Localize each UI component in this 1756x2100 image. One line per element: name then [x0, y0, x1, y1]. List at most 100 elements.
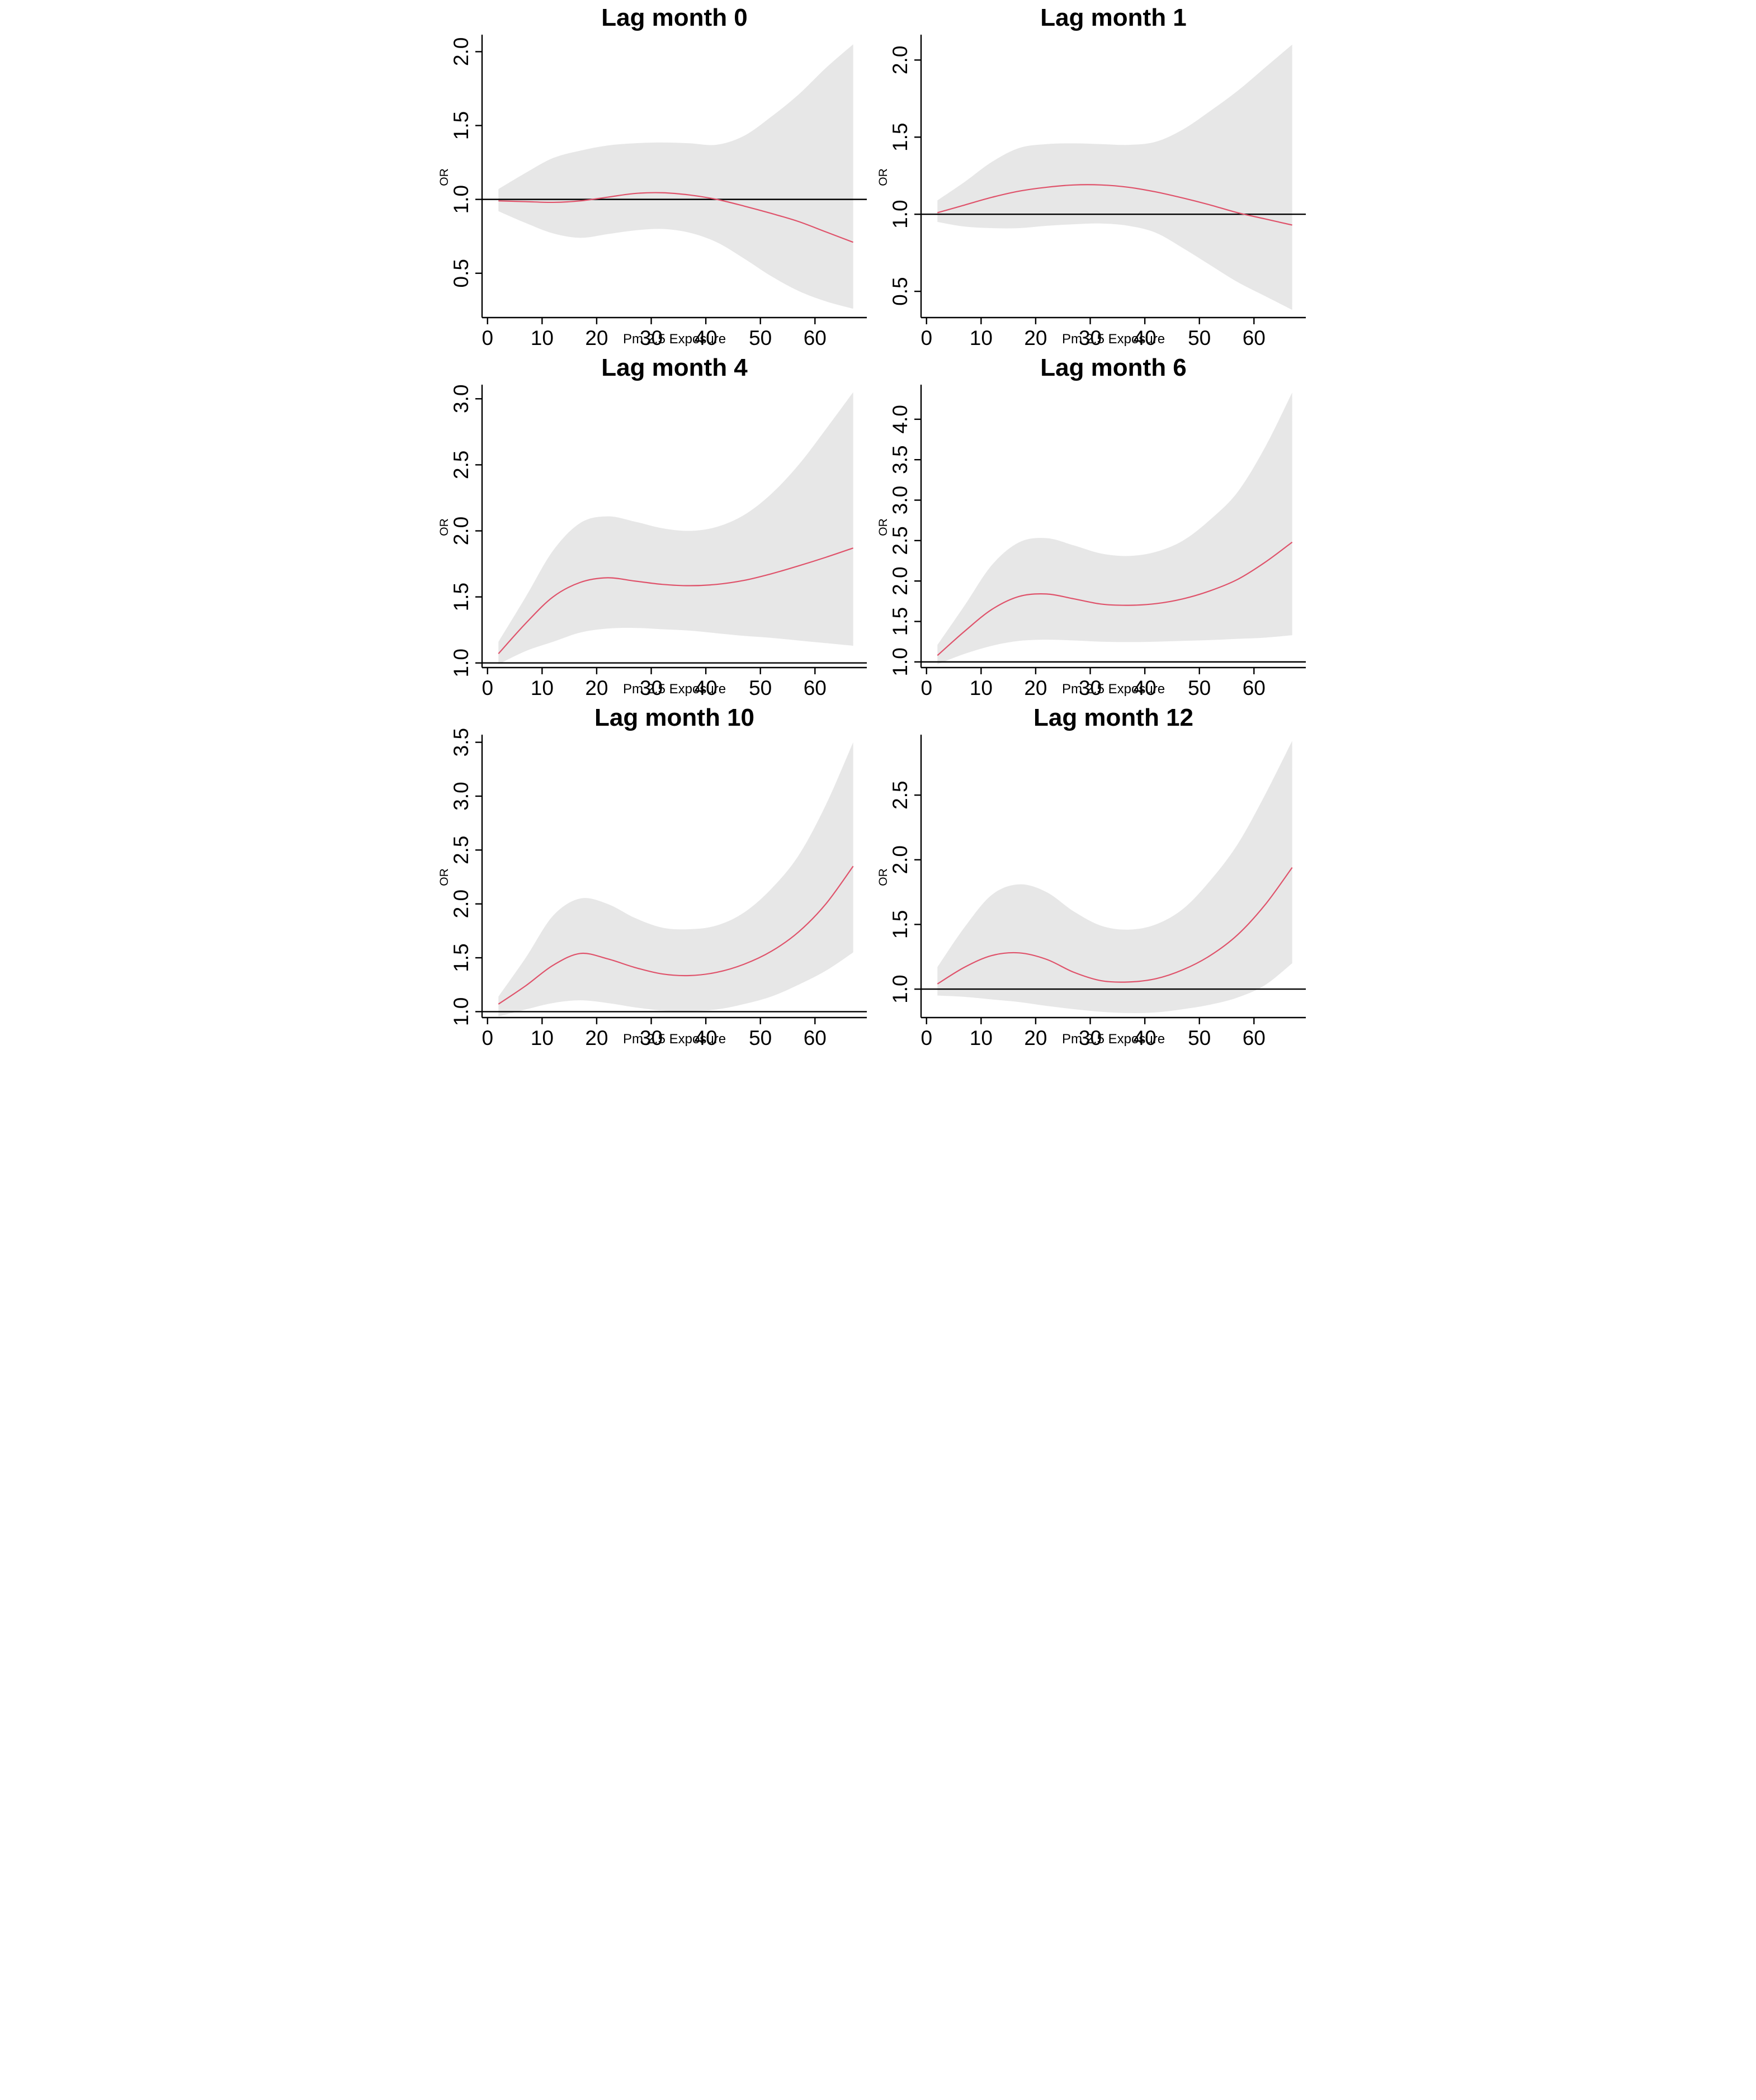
- panel-title: Lag month 12: [1033, 704, 1193, 731]
- y-axis-label: OR: [878, 868, 890, 886]
- x-tick-label: 40: [1134, 677, 1156, 699]
- x-tick-label: 30: [1079, 677, 1102, 699]
- x-tick-label: 20: [585, 327, 608, 349]
- panel-title: Lag month 6: [1040, 354, 1187, 381]
- x-tick-label: 20: [585, 1027, 608, 1049]
- x-tick-label: 10: [970, 677, 993, 699]
- x-tick-label: 0: [482, 1027, 493, 1049]
- x-tick-label: 60: [1243, 1027, 1266, 1049]
- x-tick-label: 20: [1024, 677, 1047, 699]
- y-tick-label: 1.0: [889, 975, 912, 1003]
- figure-grid: 0 10 20 30 40 50 60 0.5 1.0 1.5 2.0 Lag month 0 Pm 2…: [438, 0, 1317, 1050]
- confidence-band: [498, 44, 853, 309]
- x-tick-label: 50: [1188, 677, 1211, 699]
- y-tick-label: 2.0: [889, 566, 912, 595]
- fit-line: [498, 547, 853, 654]
- confidence-band: [498, 742, 853, 1017]
- y-axis-label: OR: [878, 518, 890, 536]
- chart-lag-month-10: 0 10 20 30 40 50 60 1.0 1.5 2.0 2.5 3.0 3.5 Lag month…: [438, 704, 867, 1049]
- x-tick-label: 40: [1134, 1027, 1156, 1049]
- y-tick-label: 2.5: [450, 451, 473, 479]
- panel-lag-month-12: 0 10 20 30 40 50 60 1.0 1.5 2.0 2.5 Lag month 12 Pm …: [877, 700, 1317, 1050]
- x-tick-label: 30: [640, 677, 663, 699]
- chart-lag-month-6: 0 10 20 30 40 50 60 1.0 1.5 2.0 2.5 3.0 3.5 4.0 Lag mo…: [877, 354, 1306, 699]
- y-tick-label: 1.5: [450, 583, 473, 611]
- y-tick-label: 2.0: [450, 37, 473, 66]
- y-tick-label: 0.5: [450, 259, 473, 287]
- y-tick-label: 2.0: [450, 890, 473, 918]
- y-tick-label: 1.5: [450, 111, 473, 140]
- x-tick-label: 10: [531, 327, 554, 349]
- y-tick-label: 2.5: [450, 836, 473, 864]
- x-tick-label: 40: [695, 677, 717, 699]
- x-tick-label: 60: [804, 677, 827, 699]
- x-tick-label: 0: [482, 327, 493, 349]
- confidence-band: [937, 44, 1292, 310]
- y-tick-label: 1.5: [450, 943, 473, 972]
- x-tick-label: 10: [970, 1027, 993, 1049]
- confidence-band: [498, 392, 853, 665]
- x-axis-label: Pm 2.5 Exposure: [1062, 682, 1165, 697]
- x-tick-label: 40: [695, 1027, 717, 1049]
- y-tick-label: 1.5: [889, 607, 912, 636]
- x-tick-label: 40: [1134, 327, 1156, 349]
- x-tick-label: 40: [695, 327, 717, 349]
- x-tick-label: 60: [804, 327, 827, 349]
- panel-title: Lag month 0: [601, 4, 748, 31]
- panel-lag-month-1: 0 10 20 30 40 50 60 0.5 1.0 1.5 2.0 Lag month 1 Pm 2…: [877, 0, 1317, 350]
- y-tick-label: 2.0: [889, 46, 912, 74]
- x-tick-label: 60: [1243, 327, 1266, 349]
- fit-line: [937, 867, 1293, 985]
- x-tick-label: 50: [749, 327, 772, 349]
- x-tick-label: 10: [531, 677, 554, 699]
- x-tick-label: 10: [531, 1027, 554, 1049]
- x-axis-label: Pm 2.5 Exposure: [623, 682, 726, 697]
- fit-line: [937, 541, 1293, 656]
- chart-lag-month-12: 0 10 20 30 40 50 60 1.0 1.5 2.0 2.5 Lag month 12 Pm …: [877, 704, 1306, 1049]
- chart-lag-month-1: 0 10 20 30 40 50 60 0.5 1.0 1.5 2.0 Lag month 1 Pm 2…: [877, 4, 1306, 349]
- chart-lag-month-0: 0 10 20 30 40 50 60 0.5 1.0 1.5 2.0 Lag month 0 Pm 2…: [438, 4, 867, 349]
- panel-lag-month-0: 0 10 20 30 40 50 60 0.5 1.0 1.5 2.0 Lag month 0 Pm 2…: [438, 0, 878, 350]
- panel-title: Lag month 10: [594, 704, 754, 731]
- chart-lag-month-4: 0 10 20 30 40 50 60 1.0 1.5 2.0 2.5 3.0 Lag month 4 P…: [438, 354, 867, 699]
- x-tick-label: 0: [921, 327, 932, 349]
- y-tick-label: 1.0: [450, 185, 473, 214]
- x-tick-label: 50: [749, 677, 772, 699]
- panel-lag-month-10: 0 10 20 30 40 50 60 1.0 1.5 2.0 2.5 3.0 3.5 Lag month…: [438, 700, 878, 1050]
- x-tick-label: 50: [749, 1027, 772, 1049]
- confidence-band: [937, 392, 1292, 665]
- x-axis-label: Pm 2.5 Exposure: [1062, 1032, 1165, 1047]
- y-tick-label: 1.0: [450, 649, 473, 677]
- y-tick-label: 3.0: [450, 385, 473, 413]
- y-axis-label: OR: [439, 518, 451, 536]
- fit-line: [498, 192, 853, 243]
- x-axis-label: Pm 2.5 Exposure: [1062, 332, 1165, 347]
- y-axis-label: OR: [439, 868, 451, 886]
- y-tick-label: 2.5: [889, 526, 912, 555]
- fit-line: [937, 184, 1292, 226]
- panel-title: Lag month 1: [1040, 4, 1187, 31]
- y-tick-label: 3.5: [889, 445, 912, 474]
- y-tick-label: 3.5: [450, 728, 473, 756]
- x-tick-label: 30: [640, 327, 663, 349]
- x-tick-label: 20: [585, 677, 608, 699]
- x-tick-label: 10: [970, 327, 993, 349]
- x-tick-label: 50: [1188, 327, 1211, 349]
- x-axis-label: Pm 2.5 Exposure: [623, 332, 726, 347]
- y-tick-label: 4.0: [889, 405, 912, 433]
- x-tick-label: 50: [1188, 1027, 1211, 1049]
- y-tick-label: 1.0: [450, 997, 473, 1026]
- x-tick-label: 60: [1243, 677, 1266, 699]
- y-axis-label: OR: [878, 168, 890, 186]
- panel-lag-month-6: 0 10 20 30 40 50 60 1.0 1.5 2.0 2.5 3.0 3.5 4.0 Lag mo…: [877, 350, 1317, 700]
- x-tick-label: 60: [804, 1027, 827, 1049]
- panel-lag-month-4: 0 10 20 30 40 50 60 1.0 1.5 2.0 2.5 3.0 Lag month 4 P…: [438, 350, 878, 700]
- fit-line: [498, 865, 854, 1005]
- x-tick-label: 30: [1079, 327, 1102, 349]
- x-tick-label: 0: [482, 677, 493, 699]
- y-tick-label: 1.0: [889, 647, 912, 676]
- y-tick-label: 1.5: [889, 910, 912, 939]
- x-tick-label: 0: [921, 677, 932, 699]
- y-tick-label: 2.0: [450, 517, 473, 545]
- panel-title: Lag month 4: [601, 354, 748, 381]
